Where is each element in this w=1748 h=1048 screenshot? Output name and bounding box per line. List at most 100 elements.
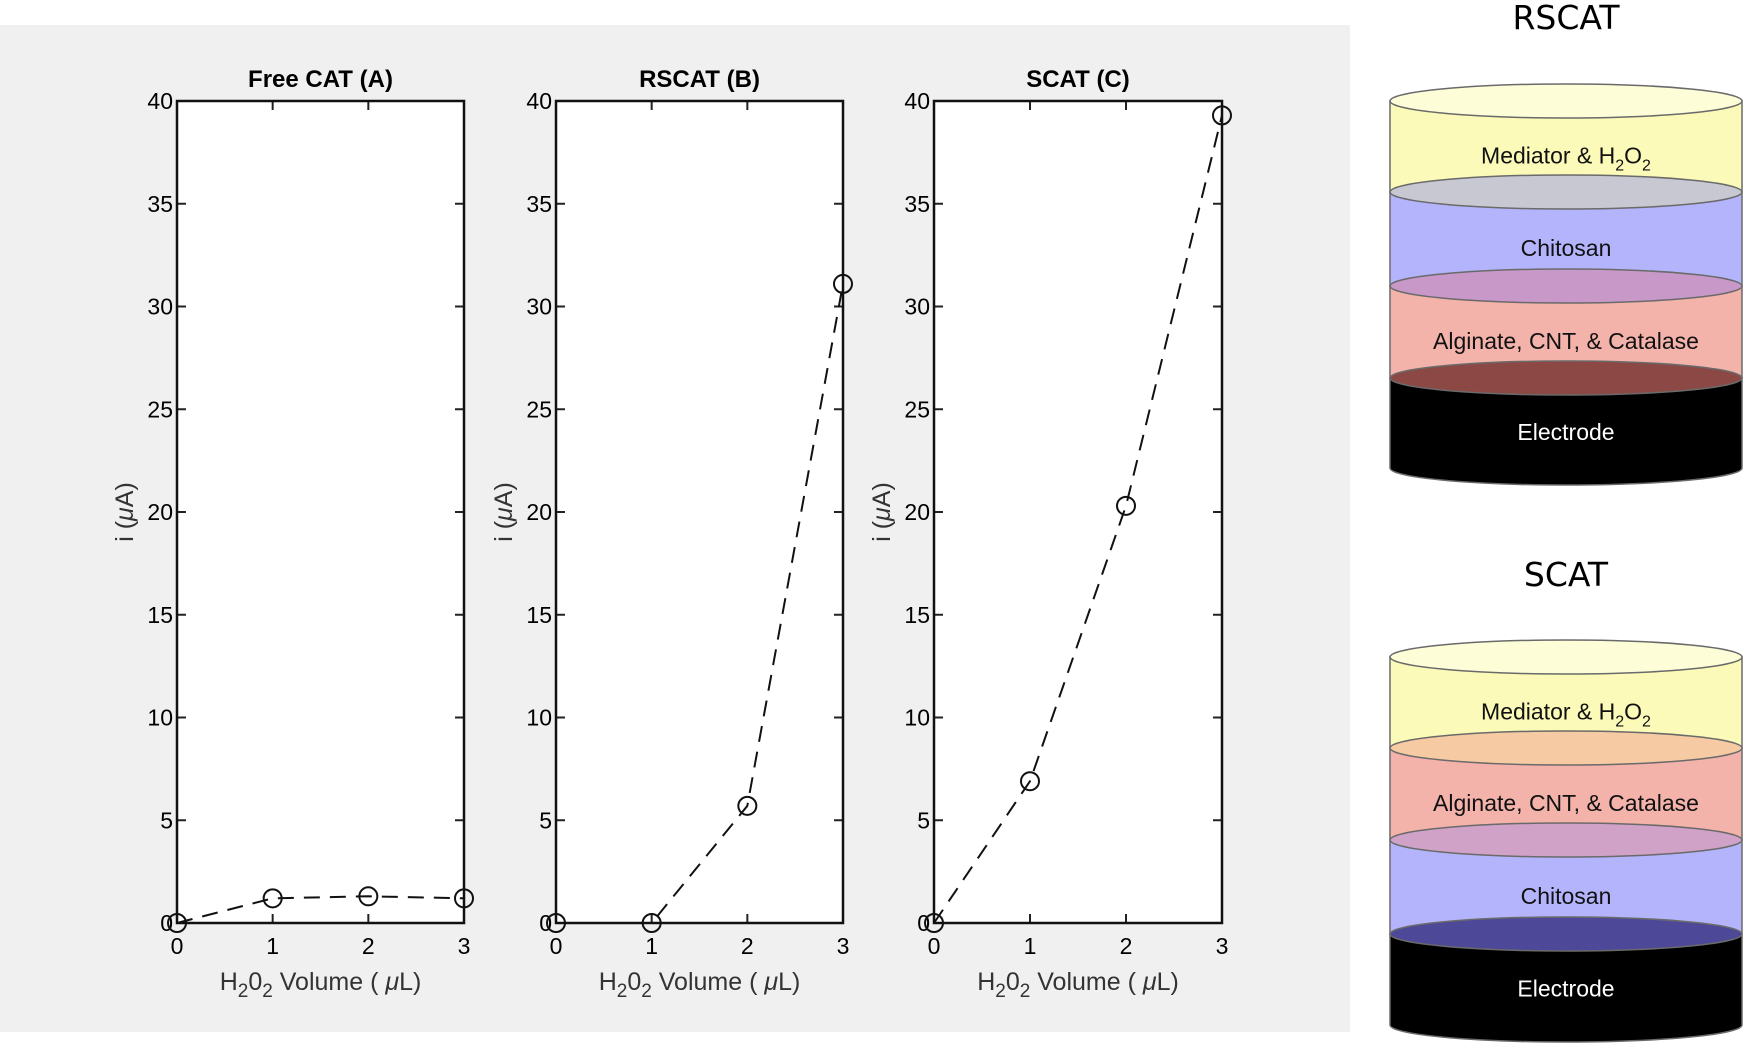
layer-label: Mediator & H2O2 <box>1481 699 1651 731</box>
y-label-text: A) <box>868 482 896 507</box>
data-point <box>454 888 474 909</box>
plot-frame <box>554 99 845 925</box>
x-label-text: Volume ( <box>273 968 386 996</box>
x-tick-label: 1 <box>1024 933 1037 959</box>
x-label-subscript: 2 <box>238 981 249 1002</box>
y-tick-label: 30 <box>147 294 173 320</box>
x-label-text: H <box>599 968 617 996</box>
data-point <box>262 888 283 909</box>
x-tick-label: 0 <box>550 933 563 959</box>
x-label-text: Volume ( <box>1030 968 1143 996</box>
diagram-title: RSCAT <box>1512 0 1620 37</box>
y-tick-label: 25 <box>904 396 930 422</box>
layer: Electrode <box>1389 916 1743 1043</box>
data-point <box>1212 105 1232 126</box>
layer-label-subscript: 2 <box>1642 714 1651 731</box>
layer-body <box>1389 377 1743 486</box>
data-point <box>641 913 662 933</box>
layer-top <box>1389 83 1743 119</box>
y-label-text: A) <box>490 482 518 507</box>
y-label-mu: μ <box>111 507 139 522</box>
y-tick-label: 20 <box>526 499 552 525</box>
x-tick-label: 1 <box>266 933 279 959</box>
layer-label: Electrode <box>1517 976 1614 1002</box>
x-tick-label: 2 <box>362 933 375 959</box>
x-tick-label: 2 <box>741 933 754 959</box>
layer-label-text: Alginate, CNT, & Catalase <box>1433 790 1699 816</box>
x-label-subscript: 2 <box>641 981 652 1002</box>
y-axis-label: i (μA) <box>490 482 518 542</box>
x-axis-label: H202 Volume ( μL) <box>599 968 801 1002</box>
x-label-subscript: 2 <box>995 981 1006 1002</box>
y-label-text: i ( <box>490 520 518 542</box>
layer-top <box>1389 822 1743 858</box>
x-tick-label: 1 <box>645 933 658 959</box>
layer-label: Mediator & H2O2 <box>1481 143 1651 175</box>
y-tick-label: 35 <box>147 191 173 217</box>
layer-label-text: Chitosan <box>1521 883 1612 909</box>
y-tick-label: 10 <box>904 705 930 731</box>
plot-frame <box>175 99 466 925</box>
x-label-text: 0 <box>248 968 262 996</box>
data-point <box>737 795 758 816</box>
y-tick-label: 15 <box>147 602 173 628</box>
layer-label-subscript: 2 <box>1642 158 1651 175</box>
y-axis-label: i (μA) <box>868 482 896 542</box>
layer-label-text: O <box>1624 143 1642 169</box>
layer-top <box>1389 174 1743 210</box>
y-label-mu: μ <box>490 507 518 522</box>
layer-top <box>1389 360 1743 396</box>
y-label-text: A) <box>111 482 139 507</box>
data-point <box>167 913 187 933</box>
x-tick-label: 0 <box>928 933 941 959</box>
data-point <box>546 913 566 933</box>
layer-label: Alginate, CNT, & Catalase <box>1433 790 1699 816</box>
data-point <box>833 273 853 294</box>
plot-area <box>177 101 464 923</box>
data-point <box>924 913 944 933</box>
y-tick-label: 35 <box>904 191 930 217</box>
x-label-mu: μ <box>1142 968 1157 996</box>
y-tick-label: 30 <box>904 294 930 320</box>
x-label-text: 0 <box>1006 968 1020 996</box>
y-tick-label: 5 <box>160 807 173 833</box>
y-tick-label: 30 <box>526 294 552 320</box>
series-line <box>933 115 1223 924</box>
layer-label: Electrode <box>1517 419 1614 445</box>
layer-top <box>1389 730 1743 766</box>
x-axis-label: H202 Volume ( μL) <box>220 968 422 1002</box>
x-tick-label: 3 <box>1216 933 1229 959</box>
x-tick-label: 2 <box>1120 933 1133 959</box>
layer-label-subscript: 2 <box>1615 158 1624 175</box>
x-label-text: Volume ( <box>652 968 765 996</box>
x-label-mu: μ <box>763 968 778 996</box>
layer-label-text: Mediator & H <box>1481 143 1615 169</box>
layer-label-text: Chitosan <box>1521 235 1612 261</box>
y-tick-label: 15 <box>526 602 552 628</box>
layer-label: Chitosan <box>1521 883 1612 909</box>
x-label-text: L) <box>399 968 421 996</box>
diagram-title: SCAT <box>1524 555 1609 594</box>
x-label-text: H <box>977 968 995 996</box>
x-label-subscript: 2 <box>617 981 628 1002</box>
x-label-subscript: 2 <box>1020 981 1031 1002</box>
series-line <box>556 283 844 924</box>
x-tick-label: 0 <box>171 933 184 959</box>
y-tick-label: 40 <box>526 88 552 114</box>
data-point <box>358 886 379 907</box>
layer: Electrode <box>1389 360 1743 486</box>
layer-diagram-2: SCAT Mediator & H2O2 Alginate, CNT, & Cata… <box>1389 555 1743 1043</box>
y-tick-label: 25 <box>147 396 173 422</box>
layer-label: Alginate, CNT, & Catalase <box>1433 328 1699 354</box>
y-tick-label: 25 <box>526 396 552 422</box>
x-label-text: H <box>220 968 238 996</box>
x-tick-label: 3 <box>837 933 850 959</box>
x-label-text: L) <box>1157 968 1179 996</box>
